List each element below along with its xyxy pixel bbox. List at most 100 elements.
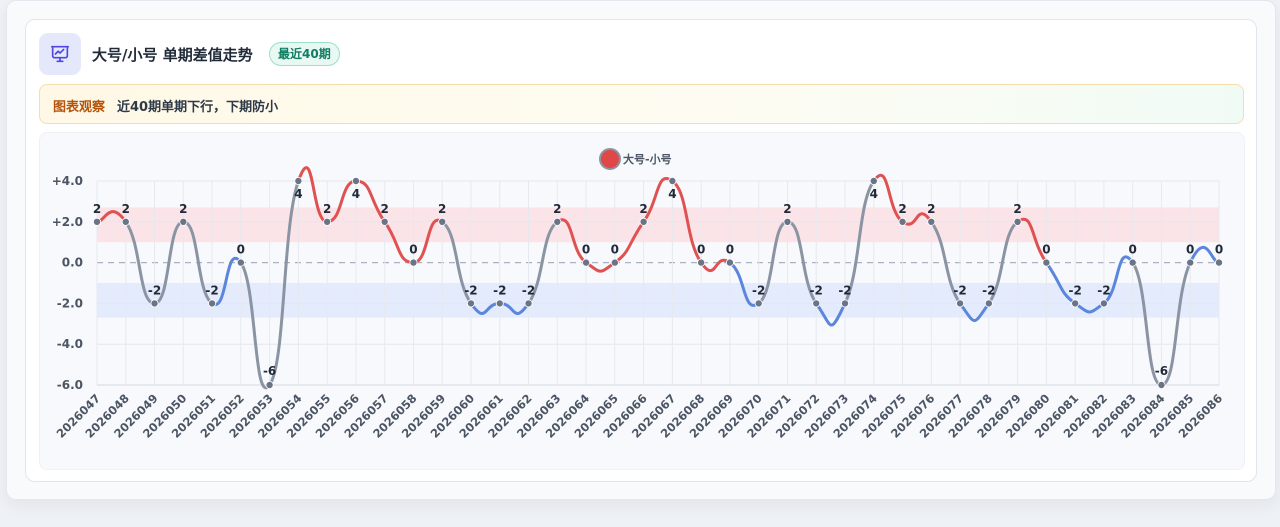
data-point <box>409 258 418 267</box>
series-segment <box>124 220 157 305</box>
series-segment <box>411 218 444 265</box>
series-segment <box>987 220 1020 305</box>
data-label: 0 <box>726 243 734 257</box>
data-label: 2 <box>898 202 906 216</box>
series-segment <box>814 301 847 327</box>
data-point <box>150 299 159 308</box>
data-point <box>553 217 562 226</box>
data-point <box>265 380 274 389</box>
data-point <box>294 177 303 186</box>
series-segment <box>670 179 703 265</box>
data-point <box>1042 258 1051 267</box>
series-segment <box>642 177 674 224</box>
data-label: -2 <box>148 283 161 297</box>
y-tick-label: +2.0 <box>52 215 83 229</box>
data-label: 2 <box>927 202 935 216</box>
series-segment <box>210 256 243 307</box>
y-tick-label: -4.0 <box>57 337 83 351</box>
data-label: -6 <box>1155 364 1168 378</box>
data-label: -2 <box>1068 283 1081 297</box>
data-point <box>927 217 936 226</box>
high-band <box>97 207 1219 243</box>
y-tick-label: -2.0 <box>57 296 83 310</box>
data-point <box>668 177 677 186</box>
page-container: 大号/小号 单期差值走势 最近40期 图表观察 近40期单期下行，下期防小 +4… <box>6 0 1276 500</box>
data-point <box>956 299 965 308</box>
data-label: -2 <box>982 283 995 297</box>
data-label: 0 <box>1129 243 1137 257</box>
data-label: -2 <box>953 283 966 297</box>
data-label: 2 <box>381 202 389 216</box>
data-label: -2 <box>752 283 765 297</box>
data-label: 0 <box>582 243 590 257</box>
data-point <box>610 258 619 267</box>
series-segment <box>440 220 473 305</box>
data-point <box>466 299 475 308</box>
data-point <box>351 177 360 186</box>
data-label: 0 <box>409 243 417 257</box>
data-point <box>93 217 102 226</box>
data-point <box>582 258 591 267</box>
trend-card: 大号/小号 单期差值走势 最近40期 图表观察 近40期单期下行，下期防小 +4… <box>25 19 1257 482</box>
data-point <box>898 217 907 226</box>
series-segment <box>728 261 761 307</box>
data-label: 2 <box>438 202 446 216</box>
series-segment <box>1044 261 1077 305</box>
series-segment <box>757 220 789 305</box>
data-label: 2 <box>93 202 101 216</box>
data-label: -2 <box>205 283 218 297</box>
observation-text: 近40期单期下行，下期防小 <box>117 100 279 115</box>
data-point <box>208 299 217 308</box>
data-label: 2 <box>553 202 561 216</box>
y-tick-label: -6.0 <box>57 378 83 392</box>
series-segment <box>325 179 358 224</box>
data-point <box>1013 217 1022 226</box>
data-label: 0 <box>1042 243 1050 257</box>
data-point <box>323 217 332 226</box>
data-label: 2 <box>323 202 331 216</box>
data-label: 0 <box>1215 243 1223 257</box>
low-band <box>97 283 1219 318</box>
data-label: -2 <box>810 283 823 297</box>
data-point <box>639 217 648 226</box>
data-label: 0 <box>697 243 705 257</box>
data-label: 2 <box>1013 202 1021 216</box>
data-label: 4 <box>294 187 302 201</box>
legend-label: 大号-小号 <box>623 152 672 166</box>
series-segment <box>153 220 185 305</box>
data-label: 4 <box>352 187 360 201</box>
series-segment <box>613 220 646 265</box>
data-point <box>783 217 792 226</box>
data-label: 2 <box>639 202 647 216</box>
series-segment <box>929 220 962 305</box>
data-point <box>697 258 706 267</box>
data-point <box>179 217 188 226</box>
data-label: -6 <box>263 364 276 378</box>
series-segment <box>958 301 991 323</box>
series-segment <box>872 173 905 224</box>
card-title: 大号/小号 单期差值走势 <box>92 46 253 64</box>
data-point <box>236 258 245 267</box>
presentation-chart-icon <box>39 33 81 75</box>
series-segment <box>1131 261 1163 387</box>
legend-marker <box>599 148 621 170</box>
data-point <box>1186 258 1195 267</box>
data-point <box>524 299 533 308</box>
data-label: -2 <box>493 283 506 297</box>
series-segment <box>268 179 300 387</box>
data-point <box>495 299 504 308</box>
data-label: -2 <box>838 283 851 297</box>
data-point <box>1071 299 1080 308</box>
y-tick-label: 0.0 <box>62 256 83 270</box>
data-point <box>121 217 130 226</box>
series-segment <box>1073 301 1106 314</box>
y-tick-label: +4.0 <box>52 174 83 188</box>
series-segment <box>901 212 933 226</box>
series-segment <box>1102 255 1135 305</box>
series-segment <box>239 261 272 390</box>
data-label: 0 <box>1186 243 1194 257</box>
data-label: -2 <box>522 283 535 297</box>
data-label: 2 <box>179 202 187 216</box>
difference-line-chart: +4.0+2.00.0-2.0-4.0-6.020260472026048202… <box>52 148 1225 441</box>
data-point <box>841 299 850 308</box>
